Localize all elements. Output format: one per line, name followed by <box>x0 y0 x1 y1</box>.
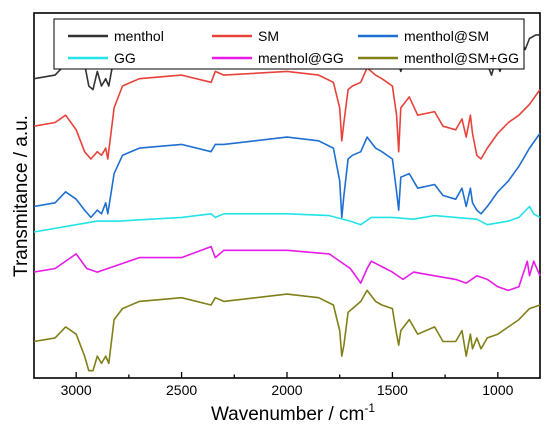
x-axis-title-superscript: -1 <box>364 401 375 415</box>
y-axis-title: Transmitance / a.u. <box>11 115 32 277</box>
x-tick-label: 2000 <box>271 382 302 398</box>
legend-label-5: menthol@SM+GG <box>404 50 519 66</box>
x-axis-ticks: 3000 2500 2000 1500 1000 <box>61 372 514 398</box>
x-tick-label: 1000 <box>482 382 513 398</box>
x-tick-label: 2500 <box>166 382 197 398</box>
legend-label-4: menthol@GG <box>258 50 344 66</box>
legend-label-3: GG <box>114 50 136 66</box>
legend-frame <box>53 18 525 70</box>
series-line-2 <box>33 132 541 219</box>
legend-label-0: menthol <box>114 28 164 44</box>
legend: menthol SM menthol@SM GG menthol@GG menthol@S… <box>53 18 525 70</box>
series-line-3 <box>33 205 541 233</box>
x-tick-label: 3000 <box>61 382 92 398</box>
x-tick-label: 1500 <box>377 382 408 398</box>
legend-label-1: SM <box>258 28 279 44</box>
series-line-5 <box>33 289 541 372</box>
legend-label-2: menthol@SM <box>404 28 489 44</box>
series-line-4 <box>33 245 541 292</box>
series-line-1 <box>33 67 541 160</box>
spectra-group <box>33 34 541 372</box>
x-axis-title: Wavenumber / cm-1 <box>211 401 375 425</box>
